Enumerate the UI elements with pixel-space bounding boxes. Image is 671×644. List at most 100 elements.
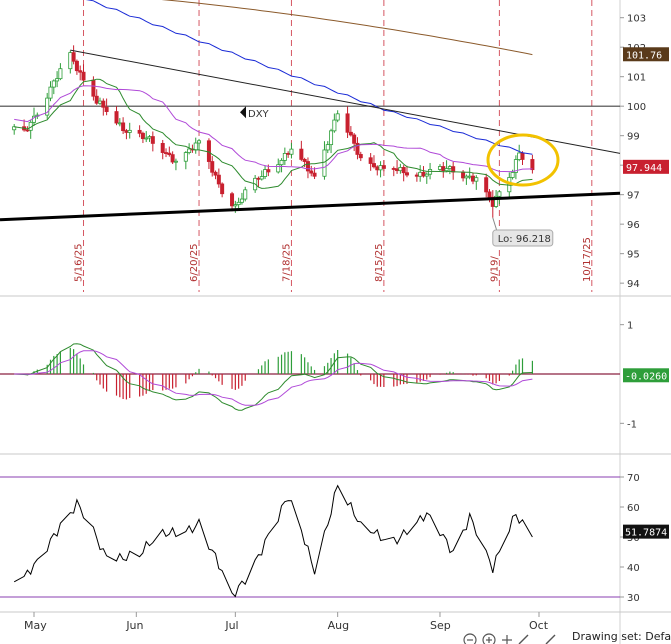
candle-body [101,100,106,108]
candle-body [58,68,63,80]
candle-body [332,119,337,132]
candle-body [464,175,469,179]
candle-body [220,183,225,195]
candle-body [160,143,165,153]
candle-body [447,166,452,169]
candle-body [259,176,264,180]
candle-body [150,136,155,144]
candle-body [371,163,376,168]
candle-body [312,172,317,177]
candle-body [114,111,119,124]
candle-body [441,166,446,172]
pencil-icon[interactable] [545,634,556,644]
x-tick-label: Aug [328,619,349,632]
candle-body [381,165,386,169]
y-tick-label: 96 [627,220,640,231]
candle-body [467,175,472,178]
candle-body [329,130,334,146]
candle-body [375,166,380,171]
candle-body [437,166,442,170]
candle-body [94,95,99,104]
event-date-label: 8/15/25 [374,243,385,282]
candle-body [398,167,403,172]
zoom-out-icon[interactable] [463,633,477,644]
low-annotation-text: Lo: 96.218 [498,234,551,245]
candle-body [368,157,373,164]
candle-body [144,137,149,140]
last-price-tag-bg [623,159,669,174]
y-tick-label: -1 [627,419,637,430]
candle-body [68,52,73,70]
zoom-in-icon[interactable] [482,633,496,644]
candle-body [51,80,56,88]
candle-body [286,153,291,155]
symbol-marker-icon [240,106,246,119]
rsi-line [13,484,533,598]
candle-body [210,161,215,173]
y-tick-label: 95 [627,250,640,261]
candle-body [276,164,281,173]
x-tick-label: Jun [125,619,143,632]
candle-body [302,159,307,162]
candle-body [424,173,429,177]
y-tick-label: 60 [627,503,640,514]
candle-body [494,195,499,207]
x-axis: May Jun Jul Aug Sep Oct [24,612,549,632]
candle-body [421,171,426,177]
y-tick-label: 70 [627,473,640,484]
y-tick-label: 30 [627,593,640,604]
pencil-icon-shape [545,634,556,644]
candle-body [197,140,202,144]
candle-body [520,152,525,160]
candle-body [461,171,466,179]
candle-body [530,159,535,171]
candle-body [470,175,475,182]
candle-body [48,86,53,99]
x-tick-label: Sep [430,619,451,632]
candle-body [517,152,522,160]
candle-body [127,129,132,133]
candle-body [289,148,294,155]
sma-blue-line [85,0,533,155]
y-tick-label: 94 [627,279,640,290]
sma-green-line [14,78,533,189]
macd-panel: 1 -1 -0.0260 [0,321,671,455]
draw-line-icon[interactable] [518,634,529,644]
last-price-tag: 97.944 [626,163,662,174]
candle-body [98,100,103,104]
x-tick-label: Oct [529,619,549,632]
candle-body [263,169,268,177]
candle-body [299,148,304,160]
candle-body [513,159,518,173]
candle-body [510,172,515,178]
candle-body [418,171,423,177]
candle-body [378,165,383,171]
candle-body [279,159,284,166]
candle-body [216,174,221,185]
candle-body [74,60,79,72]
candle-body [487,191,492,198]
candle-body [147,136,152,139]
event-date-label: 9/19/ [489,256,500,282]
candle-body [236,201,241,206]
macd-line [14,343,533,411]
draw-line-icon-shape [518,634,529,644]
candle-body [45,97,50,116]
x-tick-label: Jul [224,619,238,632]
candle-body [282,153,287,161]
pan-icon[interactable] [502,635,512,644]
sma-purple-line [14,85,533,173]
candle-body [55,78,60,82]
y-tick-label: 40 [627,563,640,574]
candle-body [167,152,172,156]
candle-body [230,193,235,207]
candle-body [404,172,409,176]
candle-body [484,177,489,193]
candle-body [187,148,192,154]
y-tick-label: 101 [627,73,646,84]
candle-body [414,174,419,177]
candle-body [355,142,360,155]
candle-body [124,130,129,133]
